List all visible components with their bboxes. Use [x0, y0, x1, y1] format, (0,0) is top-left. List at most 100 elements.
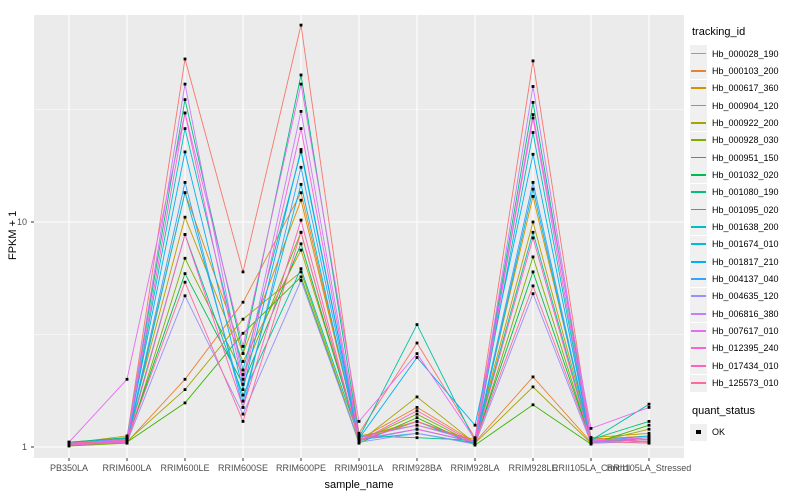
data-point — [183, 150, 187, 154]
legend-line-icon — [691, 139, 706, 142]
data-point — [241, 420, 245, 423]
data-point — [183, 272, 187, 275]
x-tick-label: RRIM600SE — [217, 463, 269, 473]
x-tick-label: RRIM901LA — [334, 463, 384, 473]
legend-item: Hb_001080_190 — [690, 183, 798, 201]
legend-line-icon — [691, 364, 706, 367]
legend-key-swatch — [690, 235, 707, 253]
legend-title-tracking-id: tracking_id — [692, 26, 746, 38]
data-point — [647, 423, 651, 427]
data-point — [415, 356, 419, 359]
data-point — [531, 131, 535, 134]
x-tick-label: RRIM928LA — [450, 463, 500, 473]
legend-item-label: Hb_004635_120 — [712, 291, 779, 302]
legend-item-label: Hb_125573_010 — [712, 378, 779, 389]
legend-item-quant: OK — [690, 423, 798, 441]
data-point — [299, 165, 303, 169]
legend-line-icon — [691, 295, 706, 298]
legend-line-icon — [691, 69, 706, 72]
legend-item: Hb_000928_030 — [690, 131, 798, 149]
legend-key-swatch — [690, 253, 707, 271]
data-point — [531, 195, 535, 198]
data-point — [241, 300, 245, 304]
data-point — [531, 403, 535, 407]
data-point — [589, 439, 593, 443]
data-point — [299, 150, 303, 154]
legend-quant-status: quant_status OK — [690, 405, 798, 441]
legend-item: Hb_000922_200 — [690, 114, 798, 132]
legend-item: Hb_000028_190 — [690, 45, 798, 62]
data-point — [125, 440, 129, 444]
legend-line-icon — [691, 330, 706, 332]
legend-line-icon — [691, 226, 706, 228]
data-point — [241, 270, 245, 274]
data-point — [647, 436, 651, 440]
data-point — [183, 191, 187, 195]
data-point — [647, 431, 651, 435]
data-point — [415, 406, 419, 409]
data-point — [299, 23, 303, 27]
data-point — [357, 434, 361, 438]
legend-key-swatch — [690, 270, 707, 288]
data-point — [299, 110, 303, 113]
data-point — [299, 270, 303, 274]
legend-item: Hb_007617_010 — [690, 322, 798, 340]
legend-key-swatch — [690, 218, 707, 236]
legend-key-swatch — [690, 149, 707, 167]
legend-key-swatch — [690, 97, 707, 115]
legend-line-icon — [691, 104, 706, 107]
legend-item-label: Hb_017434_010 — [712, 360, 779, 371]
legend-item-label: Hb_001032_020 — [712, 169, 779, 180]
data-point — [647, 420, 651, 423]
legend-title-quant-status: quant_status — [692, 404, 755, 417]
legend-key-swatch — [690, 357, 707, 375]
data-point — [67, 443, 71, 447]
data-point — [415, 427, 419, 431]
legend-line-icon — [691, 347, 706, 350]
legend-item-label: Hb_001095_020 — [712, 204, 779, 215]
data-point — [531, 152, 535, 156]
data-point — [415, 412, 419, 416]
data-point — [299, 191, 303, 195]
data-point — [473, 423, 477, 427]
data-point — [299, 127, 303, 130]
data-point — [473, 438, 477, 441]
data-point — [531, 113, 535, 116]
data-point — [531, 292, 535, 296]
data-point — [415, 416, 419, 420]
legend-key-swatch — [690, 201, 707, 219]
legend: tracking_id Hb_000028_190 Hb_000103_200 Hb… — [690, 26, 798, 441]
legend-key-swatch — [690, 305, 707, 323]
data-point — [183, 256, 187, 260]
data-point — [241, 388, 245, 391]
data-point — [183, 82, 187, 86]
legend-item: Hb_000904_120 — [690, 97, 798, 115]
legend-item-label: Hb_004137_040 — [712, 273, 779, 284]
data-point — [531, 385, 535, 389]
data-point — [67, 441, 71, 445]
legend-line-icon — [691, 278, 706, 280]
data-point — [183, 181, 187, 184]
data-point — [299, 198, 303, 202]
data-point — [241, 406, 245, 409]
data-point — [357, 439, 361, 442]
legend-item-label: Hb_007617_010 — [712, 326, 779, 336]
data-point — [183, 57, 187, 61]
legend-item-label: Hb_006816_380 — [712, 308, 779, 319]
data-point — [183, 377, 187, 381]
data-point — [647, 441, 651, 445]
data-point — [531, 236, 535, 240]
legend-key-swatch — [690, 79, 707, 97]
legend-line-icon — [691, 312, 706, 315]
legend-line-icon — [691, 121, 706, 124]
legend-key-swatch — [690, 374, 707, 392]
legend-item-label: Hb_000904_120 — [712, 100, 779, 111]
data-point — [299, 73, 303, 77]
x-tick-label: PB350LA — [49, 463, 89, 473]
legend-item: Hb_004137_040 — [690, 270, 798, 288]
data-point — [183, 98, 187, 101]
legend-key-swatch — [690, 62, 707, 80]
data-point — [415, 436, 419, 440]
data-point — [241, 373, 245, 376]
legend-item-label: Hb_000028_190 — [712, 48, 779, 59]
